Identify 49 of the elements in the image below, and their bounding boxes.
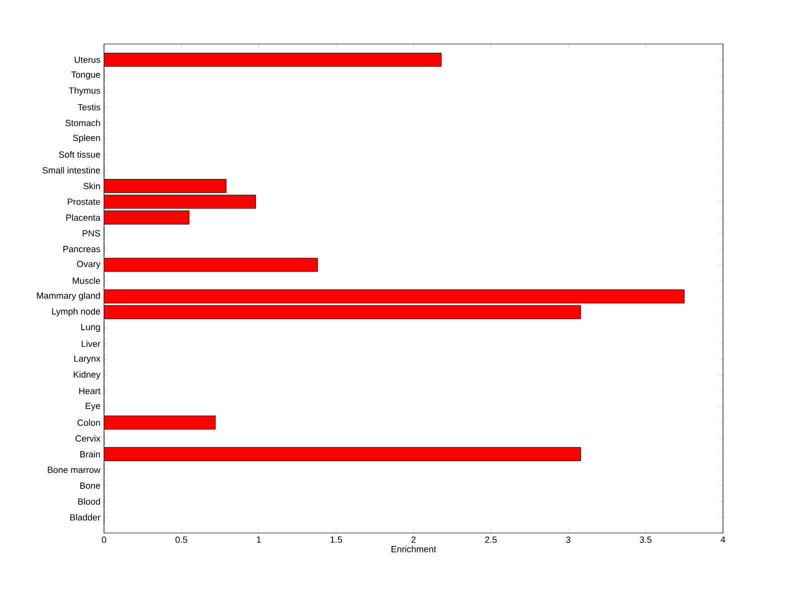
bar — [104, 179, 227, 193]
y-tick-label: Small intestine — [42, 166, 100, 174]
bar — [104, 210, 190, 224]
x-tick-label: 3 — [566, 536, 570, 543]
x-tick-label: 1.5 — [330, 536, 342, 543]
bar — [104, 258, 318, 272]
y-tick-label: Stomach — [66, 120, 100, 126]
x-axis-title: Enrichment — [392, 546, 436, 552]
y-tick-label: Bone marrow — [48, 466, 100, 474]
x-tick-label: 2 — [411, 536, 416, 543]
x-tick-label: 2.5 — [485, 536, 497, 543]
y-tick-label: Lung — [81, 324, 100, 332]
y-tick-label: Uterus — [74, 56, 100, 63]
x-tick-label: 3.5 — [640, 536, 652, 543]
y-tick-label: Skin — [83, 182, 100, 190]
y-tick-label: Spleen — [72, 134, 100, 143]
y-tick-label: Prostate — [68, 198, 100, 205]
bar — [104, 416, 216, 430]
y-tick-label: Larynx — [74, 355, 100, 364]
y-tick-label: Heart — [79, 388, 100, 394]
x-tick-label: 1 — [256, 536, 261, 543]
y-tick-label: Lymph node — [52, 308, 100, 316]
y-tick-label: Liver — [82, 340, 100, 347]
bar — [104, 194, 256, 209]
y-tick-label: Pancreas — [63, 246, 100, 252]
y-tick-label: Tongue — [71, 72, 100, 80]
y-tick-label: Bone — [80, 482, 100, 489]
x-tick-label: 0 — [102, 536, 106, 543]
y-tick-label: Kidney — [74, 371, 100, 380]
y-tick-label: Blood — [78, 498, 100, 505]
y-tick-label: Placenta — [66, 214, 100, 221]
bar — [104, 289, 685, 304]
y-tick-label: Eye — [86, 402, 100, 411]
bar — [104, 447, 581, 462]
y-tick-label: PNS — [82, 230, 100, 236]
y-tick-label: Colon — [78, 419, 100, 426]
bar — [104, 305, 581, 320]
bar — [104, 52, 442, 67]
y-tick-label: Soft tissue — [59, 151, 100, 158]
y-tick-label: Ovary — [77, 260, 100, 269]
x-tick-label: 4 — [720, 536, 726, 543]
y-tick-label: Cervix — [76, 435, 100, 442]
y-tick-label: Bladder — [70, 514, 100, 521]
y-tick-label: Testis — [78, 104, 100, 110]
y-tick-label: Muscle — [72, 277, 100, 284]
x-tick-label: 0.5 — [175, 536, 188, 543]
y-tick-label: Brain — [80, 450, 100, 458]
y-tick-label: Mammary gland — [36, 292, 100, 301]
y-tick-label: Thymus — [68, 87, 100, 96]
